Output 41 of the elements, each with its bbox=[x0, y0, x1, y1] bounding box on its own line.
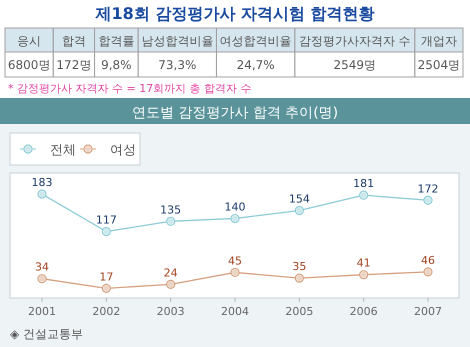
category-label: 합격 bbox=[62, 34, 86, 48]
legend-label: 여성 bbox=[110, 143, 136, 158]
text: 9,8% bbox=[101, 58, 132, 72]
category-label: 합격률 bbox=[98, 34, 134, 48]
data-label: 154 bbox=[288, 192, 310, 206]
x-tick-label: 2006 bbox=[350, 305, 378, 318]
x-tick-label: 2007 bbox=[414, 305, 442, 318]
data-label: 135 bbox=[160, 203, 182, 216]
legend-label: 전체 bbox=[50, 143, 76, 158]
text: 2549명 bbox=[334, 58, 376, 72]
data-label: 45 bbox=[228, 254, 242, 268]
data-label: 34 bbox=[35, 260, 49, 274]
data-label: 140 bbox=[224, 200, 246, 214]
x-tick-label: 2004 bbox=[221, 305, 249, 318]
chart-title: 연도별 감정평가사 합격 추이(명) bbox=[132, 105, 338, 121]
category-label: 여성합격비율 bbox=[220, 34, 292, 48]
x-tick-label: 2001 bbox=[28, 305, 56, 318]
data-label: 117 bbox=[96, 214, 117, 227]
data-label: 17 bbox=[99, 270, 114, 284]
x-tick-label: 2002 bbox=[92, 305, 120, 318]
data-label: 24 bbox=[164, 266, 178, 280]
data-label: 181 bbox=[353, 177, 374, 190]
category-label: 응시 bbox=[17, 34, 42, 48]
text: 2504명 bbox=[418, 58, 460, 72]
x-tick-label: 2005 bbox=[285, 305, 314, 318]
text: 6800명 bbox=[8, 58, 50, 72]
text: ◈ 건설교통부 bbox=[10, 327, 84, 341]
text: 172명 bbox=[56, 58, 92, 72]
category-label: 감정평가사자격자 수 bbox=[298, 34, 411, 48]
data-label: 183 bbox=[32, 176, 52, 190]
text: 73,3% bbox=[158, 58, 196, 72]
data-label: 35 bbox=[292, 260, 306, 274]
category-label: 남성합격비율 bbox=[141, 34, 214, 48]
x-tick-label: 2003 bbox=[156, 305, 185, 318]
category-label: 개업자 bbox=[420, 34, 457, 48]
text: 제18회 감정평가사 자격시험 합격현황 bbox=[94, 4, 374, 23]
data-label: 172 bbox=[418, 182, 438, 196]
text: 24,7% bbox=[236, 58, 275, 72]
text: * 감정평가사 자격자 수 = 17회까지 총 합격자 수 bbox=[8, 82, 252, 95]
data-label: 46 bbox=[421, 254, 435, 267]
data-label: 41 bbox=[356, 256, 371, 270]
